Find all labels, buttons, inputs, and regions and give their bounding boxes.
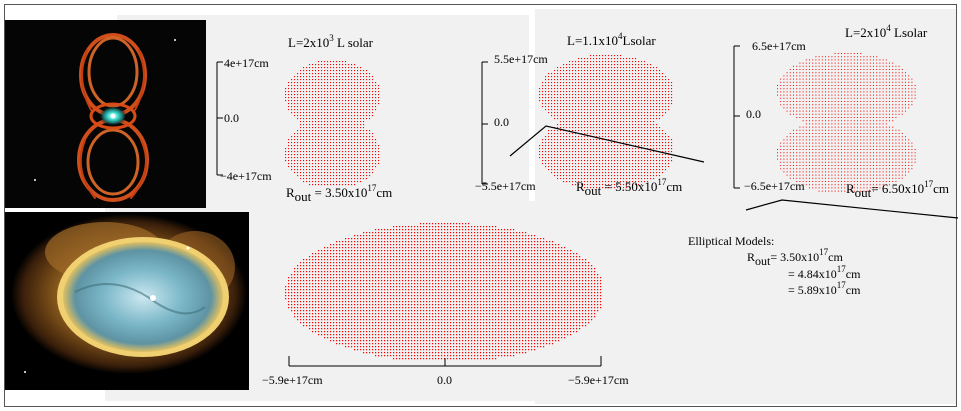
- model1-y-mid-label: 0.0: [224, 111, 239, 125]
- elliptical-x-right-label: −5.9e+17cm: [568, 373, 629, 387]
- model3-rout-label: Rout= 6.50x1017cm: [846, 179, 950, 200]
- hourglass-nebula-photo: [5, 20, 206, 208]
- model3-y-bottom-label: −6.5e+17cm: [744, 179, 805, 193]
- elliptical-x-axis: [288, 356, 602, 367]
- model3-point-cloud: [777, 53, 916, 192]
- model1-point-cloud: [285, 61, 380, 186]
- model1-y-top-label: 4e+17cm: [224, 56, 269, 70]
- elliptical-points: [285, 223, 602, 360]
- model2-y-bottom-label: −5.5e+17cm: [475, 179, 536, 193]
- model3-projection-line: [745, 199, 959, 219]
- model1-y-bottom-label: −4e+17cm: [220, 169, 272, 183]
- elliptical-rout-2: = 4.84x1017cm: [788, 264, 861, 281]
- model2-y-mid-label: 0.0: [494, 115, 509, 129]
- model1-points: [285, 61, 380, 186]
- model1-rout-label: Rout = 3.50x1017cm: [286, 183, 393, 204]
- elliptical-x-mid-label: 0.0: [437, 373, 452, 387]
- model2-projection-line: [509, 125, 705, 163]
- elliptical-rout-1: Rout= 3.50x1017cm: [747, 247, 843, 268]
- model2-title: L=1.1x104Lsolar: [567, 31, 656, 48]
- model2-point-cloud: [539, 55, 673, 189]
- model1-y-axis: [216, 61, 223, 176]
- model2-points: [539, 55, 673, 189]
- model2-y-top-label: 5.5e+17cm: [494, 52, 548, 66]
- model2-y-axis: [481, 61, 488, 185]
- elliptical-rout-3: = 5.89x1017cm: [788, 280, 861, 297]
- model3-y-mid-label: 0.0: [746, 107, 761, 121]
- model1-title: L=2x103 L solar: [288, 33, 374, 50]
- model2-rout-label: Rout = 5.50x1017cm: [576, 177, 683, 198]
- elliptical-legend-title: Elliptical Models:: [688, 234, 775, 248]
- model3-points: [777, 53, 916, 192]
- right-panel-background: [535, 9, 956, 404]
- model3-y-top-label: 6.5e+17cm: [752, 39, 806, 53]
- elliptical-x-left-label: −5.9e+17cm: [262, 373, 323, 387]
- model3-title: L=2x104 Lsolar: [845, 23, 928, 40]
- elliptical-point-cloud: [285, 223, 602, 360]
- ring-nebula-photo: [5, 212, 249, 390]
- model3-y-axis: [733, 45, 740, 189]
